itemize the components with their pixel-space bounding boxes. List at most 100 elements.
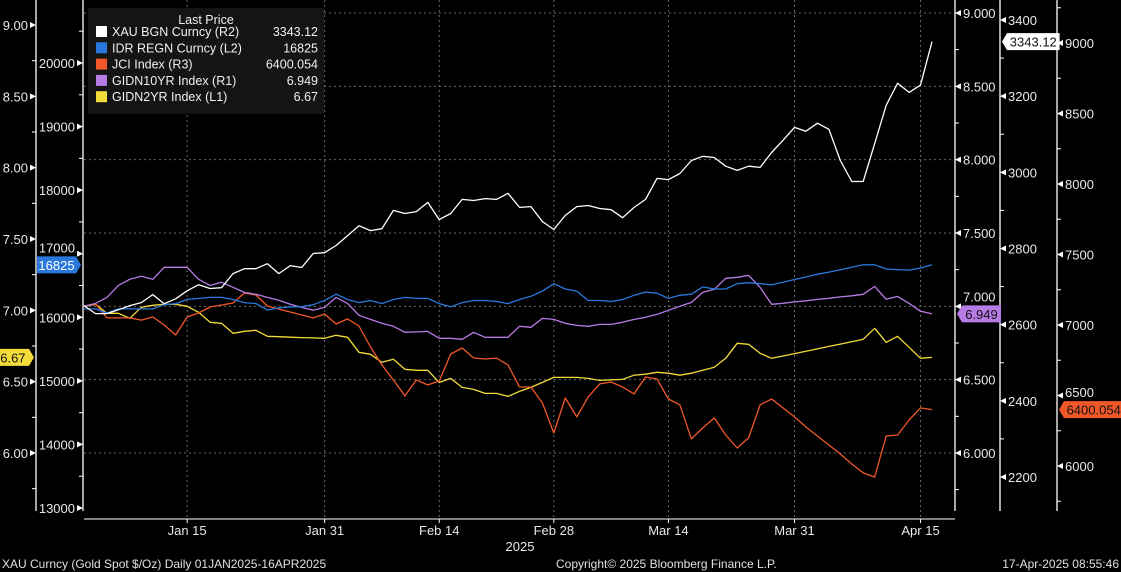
legend: Last Price XAU BGN Curncy (R2) 3343.12 IDR… (88, 8, 324, 114)
y-tick-arrow (77, 60, 83, 66)
legend-series-name: XAU BGN Curncy (R2) (112, 25, 239, 39)
last-value-tag: 6400.054 (1059, 401, 1121, 419)
legend-last-price: 6.949 (287, 74, 318, 88)
series-line-jci-index (83, 292, 933, 478)
y-tick-label-l2: 14000 (39, 437, 75, 452)
y-tick-arrow (77, 187, 83, 194)
tag-value: 16825 (38, 258, 74, 273)
y-tick-arrow (77, 250, 83, 257)
legend-swatch (96, 91, 107, 103)
tag-value: 6.67 (0, 350, 25, 365)
y-tick-arrow (1000, 169, 1006, 176)
y-tick-label-l1: 7.50 (3, 232, 28, 247)
tag-value: 6400.054 (1067, 403, 1121, 418)
last-value-tag: 6.949 (957, 305, 1001, 323)
y-tick-arrow (955, 83, 961, 90)
y-tick-label-r1: 6.500 (963, 373, 996, 388)
y-tick-arrow (77, 314, 83, 321)
legend-title: Last Price (178, 13, 234, 27)
y-tick-label-r3: 9000 (1065, 36, 1094, 51)
y-tick-label-r3: 6500 (1065, 385, 1094, 400)
y-tick-arrow (955, 156, 961, 163)
y-tick-arrow (1057, 181, 1063, 187)
y-tick-arrow (77, 441, 83, 448)
y-tick-label-l2: 18000 (39, 183, 75, 198)
axes: 6.00 6.50 7.00 7.50 8.00 8.50 9.00 13000 14000 15… (3, 0, 1094, 516)
y-tick-arrow (1057, 322, 1063, 328)
y-tick-label-r2: 2400 (1008, 394, 1037, 409)
y-tick-label-r3: 8500 (1065, 107, 1094, 122)
y-tick-arrow (955, 230, 961, 236)
y-tick-label-r2: 3200 (1008, 89, 1037, 104)
y-tick-arrow (1000, 321, 1006, 328)
y-tick-label-r3: 6000 (1065, 459, 1094, 474)
y-tick-label-l1: 7.00 (3, 303, 28, 318)
y-tick-label-r1: 9.000 (963, 6, 996, 21)
y-tick-label-l2: 20000 (39, 56, 75, 71)
y-tick-label-l2: 13000 (39, 501, 75, 516)
legend-series-name: IDR REGN Curncy (L2) (112, 41, 242, 55)
y-tick-arrow (955, 303, 961, 310)
legend-swatch (96, 26, 107, 37)
legend-item: GIDN2YR Index (L1) 6.67 (96, 90, 318, 104)
x-tick-label: Feb 28 (534, 523, 574, 538)
y-tick-arrow (30, 378, 36, 385)
y-tick-label-r2: 2800 (1008, 242, 1037, 257)
series-line-xau-bgn-curncy (83, 41, 933, 315)
y-tick-arrow (1057, 40, 1063, 46)
tag-value: 6.949 (965, 307, 998, 322)
legend-series-name: GIDN10YR Index (R1) (112, 74, 236, 88)
y-tick-arrow (1057, 251, 1063, 258)
x-tick-label: Jan 31 (305, 523, 344, 538)
y-tick-arrow (1000, 245, 1006, 252)
y-tick-arrow (1057, 392, 1063, 399)
footer-timestamp: 17-Apr-2025 08:55:46 (1002, 557, 1119, 571)
tag-background (1002, 33, 1060, 51)
series-line-idr-regn-curncy (84, 264, 933, 314)
series-line-gidn2yr-index (83, 303, 933, 398)
legend-last-price: 6.67 (294, 90, 318, 104)
legend-last-price: 3343.12 (273, 25, 318, 39)
y-tick-arrow (955, 450, 961, 456)
y-tick-label-r2: 2600 (1008, 318, 1037, 333)
x-axis-year-label: 2025 (506, 539, 535, 554)
legend-box (88, 8, 324, 114)
x-tick-label: Mar 14 (648, 523, 688, 538)
footer-copyright: Copyright© 2025 Bloomberg Finance L.P. (556, 557, 777, 571)
y-tick-arrow (30, 93, 36, 100)
y-tick-label-l1: 6.00 (3, 446, 28, 461)
y-tick-label-r3: 7000 (1065, 318, 1094, 333)
y-tick-arrow (30, 450, 36, 456)
x-tick-label: Apr 15 (901, 523, 939, 538)
tag-background (957, 305, 1001, 323)
y-tick-label-r3: 7500 (1065, 248, 1094, 263)
y-tick-label-r1: 7.500 (963, 226, 996, 241)
legend-item: JCI Index (R3) 6400.054 (96, 58, 318, 72)
y-tick-label-l1: 8.00 (3, 161, 28, 176)
y-tick-arrow (1000, 93, 1006, 100)
x-tick-label: Jan 15 (168, 523, 207, 538)
tag-value: 3343.12 (1010, 35, 1057, 50)
y-tick-arrow (30, 236, 36, 242)
y-tick-label-l1: 9.00 (3, 18, 28, 33)
y-tick-arrow (1057, 463, 1063, 469)
y-tick-arrow (77, 123, 83, 130)
legend-series-name: JCI Index (R3) (112, 58, 193, 72)
legend-last-price: 6400.054 (266, 58, 318, 72)
x-tick-label: Feb 14 (419, 523, 459, 538)
series-lines (83, 41, 933, 478)
y-tick-label-l2: 19000 (39, 120, 75, 135)
y-tick-arrow (955, 10, 961, 16)
y-tick-label-r2: 3400 (1008, 13, 1037, 28)
y-tick-arrow (1057, 110, 1063, 117)
y-tick-label-r1: 6.000 (963, 446, 996, 461)
legend-last-price: 16825 (283, 41, 318, 55)
last-value-tags: 6.67 6400.054 6.949 16825 3343.12 (0, 33, 1121, 419)
legend-swatch (96, 58, 107, 70)
last-value-tag: 16825 (37, 256, 81, 274)
y-tick-label-l2: 17000 (39, 240, 75, 255)
y-tick-arrow (30, 22, 36, 28)
y-tick-label-l2: 16000 (39, 310, 75, 325)
y-tick-label-r2: 2200 (1008, 470, 1037, 485)
